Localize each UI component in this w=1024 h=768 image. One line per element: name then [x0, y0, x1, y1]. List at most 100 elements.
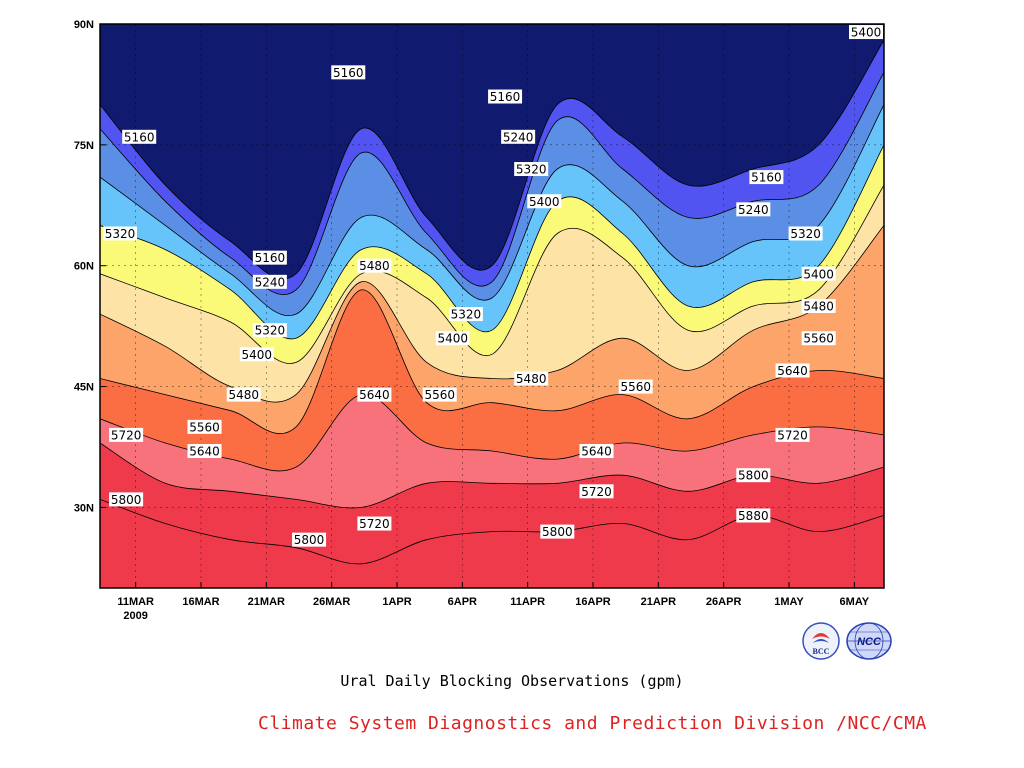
contour-label-bg — [618, 379, 653, 394]
contour-label-bg — [187, 419, 222, 434]
contour-label: 5800 — [542, 525, 573, 539]
contour-label-bg — [488, 89, 523, 104]
contour-label: 5320 — [790, 227, 821, 241]
contour-label-bg — [514, 371, 549, 386]
contour-label-bg — [103, 226, 137, 241]
contour-label: 5480 — [516, 372, 547, 386]
contour-label-bg — [514, 162, 549, 177]
contour-label: 5640 — [777, 364, 808, 378]
contour-label: 5160 — [751, 171, 782, 185]
x-tick-label: 21APR — [641, 596, 677, 608]
contour-line-5240 — [100, 72, 884, 296]
contour-label-bg — [331, 65, 366, 80]
contour-label-bg — [527, 194, 562, 209]
contour-labels: 5160 5160 5160 5160 5160 5240 5240 5240 5320 5320… — [103, 25, 883, 547]
axes: 11MAR 16MAR 21MAR 26MAR 1APR 6APR 11APR 16APR 21… — [74, 19, 870, 622]
contour-label: 5720 — [111, 428, 142, 442]
x-tick-label: 21MAR — [248, 596, 285, 608]
contour-label: 5640 — [581, 445, 612, 459]
contour-label: 5240 — [738, 203, 769, 217]
contour-label: 5320 — [516, 163, 547, 177]
contour-label-bg — [849, 25, 883, 40]
contour-label: 5480 — [228, 388, 259, 402]
contour-label: 5800 — [738, 469, 769, 483]
contour-label-bg — [357, 387, 392, 402]
contour-label-bg — [252, 323, 287, 338]
contour-label-bg — [226, 387, 261, 402]
plot-frame — [99, 23, 885, 589]
contour-label: 5640 — [359, 388, 390, 402]
contour-label: 5400 — [529, 195, 560, 209]
contour-label-bg — [357, 516, 392, 531]
contour-label-bg — [579, 484, 614, 499]
x-tick-label: 6MAY — [840, 596, 870, 608]
contour-label: 5400 — [851, 26, 882, 40]
contour-label: 5320 — [451, 308, 482, 322]
contour-label: 5800 — [294, 533, 325, 547]
contour-line-5400 — [100, 144, 884, 340]
x-tick-label: 1APR — [382, 596, 411, 608]
y-tick-label: 90N — [74, 19, 94, 31]
contour-label-bg — [775, 427, 810, 442]
y-tick-label: 45N — [74, 382, 94, 394]
contour-label-bg — [736, 508, 771, 523]
contour-label: 5880 — [738, 509, 769, 523]
contour-label: 5800 — [111, 493, 142, 507]
contour-line-5320 — [100, 104, 884, 317]
contour-label-bg — [501, 129, 536, 144]
x-tick-label: 11APR — [510, 596, 545, 608]
contour-label: 5560 — [189, 420, 220, 434]
x-tick-label: 1MAY — [774, 596, 804, 608]
contour-label: 5720 — [359, 517, 390, 531]
contour-label: 5160 — [333, 66, 364, 80]
contour-label-bg — [775, 363, 810, 378]
chart-title: Ural Daily Blocking Observations (gpm) — [340, 672, 684, 690]
contour-label: 5480 — [359, 259, 390, 273]
contour-label: 5560 — [620, 380, 651, 394]
ncc-logo: NCC — [846, 622, 892, 660]
bcc-logo-text: BCC — [813, 647, 830, 656]
contour-label: 5160 — [255, 251, 286, 265]
contour-label-bg — [187, 444, 222, 459]
contour-label-bg — [540, 524, 575, 539]
contour-label-bg — [422, 387, 457, 402]
contour-label: 5320 — [105, 227, 136, 241]
x-tick-label: 6APR — [448, 596, 477, 608]
contour-label: 5640 — [189, 445, 220, 459]
contour-label: 5240 — [255, 275, 286, 289]
contour-label: 5400 — [242, 348, 273, 362]
contour-label-bg — [252, 274, 287, 289]
contour-label: 5560 — [424, 388, 455, 402]
contour-label: 5400 — [803, 267, 834, 281]
contour-label-bg — [579, 444, 614, 459]
contour-label-bg — [109, 427, 144, 442]
contour-label-bg — [736, 202, 771, 217]
contour-label: 5560 — [803, 332, 834, 346]
contour-label: 5240 — [503, 130, 534, 144]
x-tick-label: 16APR — [575, 596, 611, 608]
contour-label-bg — [109, 492, 144, 507]
contour-label-bg — [357, 258, 392, 273]
contour-label-bg — [435, 331, 470, 346]
x-tick-label: 11MAR — [117, 596, 154, 608]
contour-label-bg — [736, 468, 771, 483]
y-tick-label: 30N — [74, 502, 94, 514]
contour-label-bg — [239, 347, 274, 362]
x-tick-label: 26MAR — [313, 596, 350, 608]
contour-label-bg — [749, 170, 784, 185]
x-tick-label: 16MAR — [182, 596, 219, 608]
contour-label: 5400 — [438, 332, 469, 346]
y-tick-label: 60N — [74, 261, 94, 273]
contour-label: 5720 — [581, 485, 612, 499]
contour-label: 5160 — [490, 90, 521, 104]
grid-lines — [100, 23, 884, 588]
contour-label: 5480 — [803, 300, 834, 314]
credit-text: Climate System Diagnostics and Predictio… — [258, 713, 927, 734]
contour-label-bg — [448, 307, 483, 322]
contour-label-bg — [292, 532, 327, 547]
contour-label-bg — [801, 266, 836, 281]
contour-label: 5320 — [255, 324, 286, 338]
x-year-label: 2009 — [123, 610, 147, 622]
contour-label: 5720 — [777, 428, 808, 442]
